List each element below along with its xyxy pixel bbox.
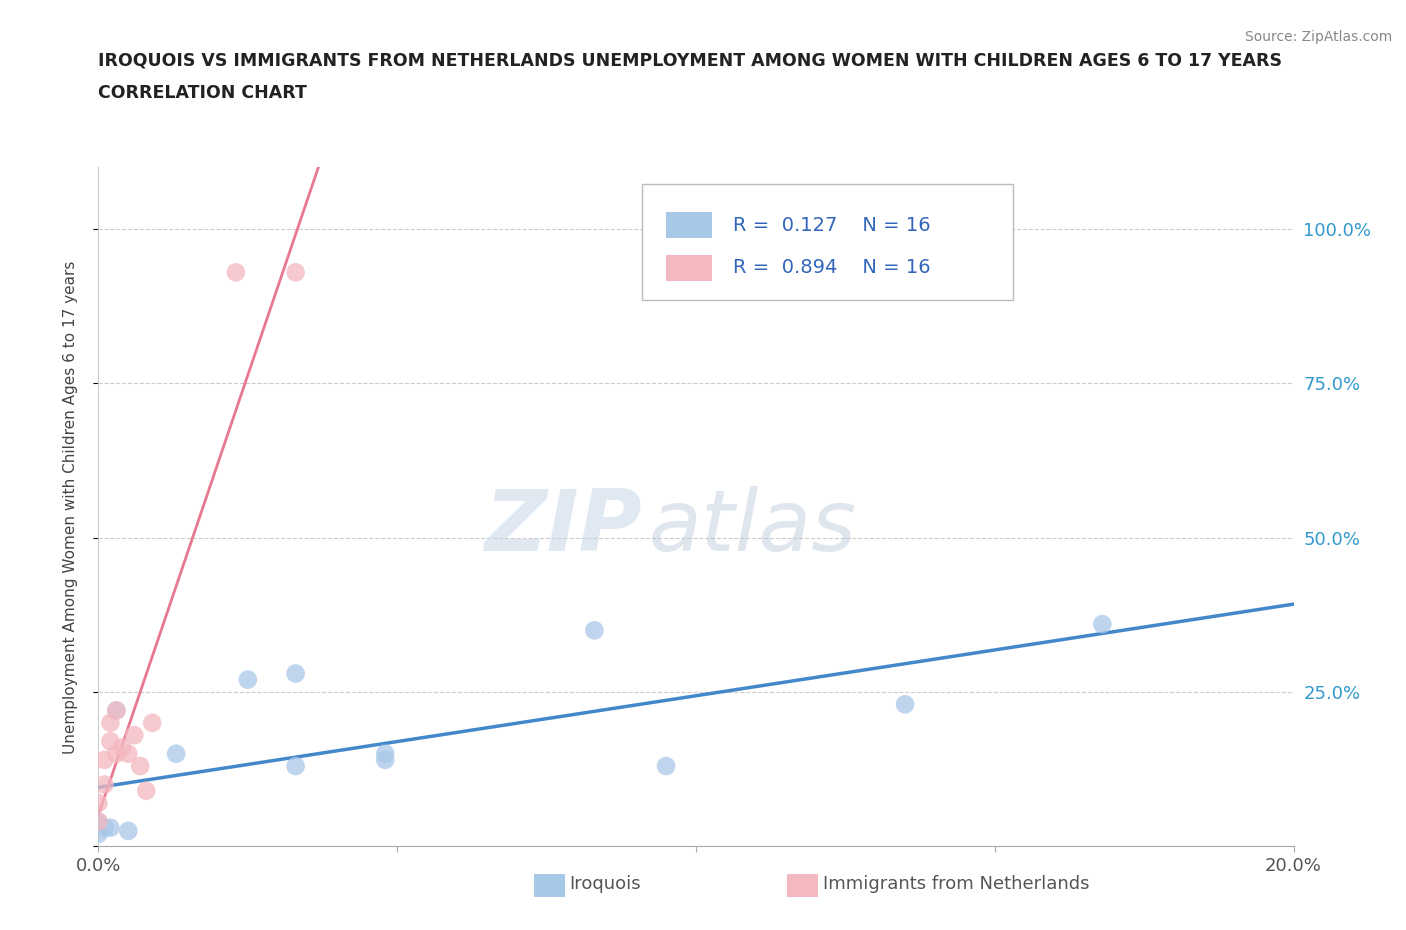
Point — [87, 814, 110, 829]
Point — [655, 759, 678, 774]
FancyBboxPatch shape — [643, 184, 1012, 299]
Point — [135, 783, 157, 798]
Point — [284, 666, 307, 681]
Point — [583, 623, 606, 638]
Point — [100, 820, 122, 835]
Point — [100, 715, 122, 730]
Point — [894, 697, 917, 711]
Point — [93, 752, 115, 767]
FancyBboxPatch shape — [666, 212, 711, 238]
Point — [87, 814, 110, 829]
Text: Iroquois: Iroquois — [569, 874, 641, 893]
Point — [165, 746, 187, 761]
Point — [100, 734, 122, 749]
Point — [87, 827, 110, 842]
Text: R =  0.127    N = 16: R = 0.127 N = 16 — [733, 216, 931, 234]
Point — [105, 703, 128, 718]
Point — [93, 820, 115, 835]
Point — [124, 728, 146, 743]
Point — [129, 759, 152, 774]
Text: CORRELATION CHART: CORRELATION CHART — [98, 84, 308, 101]
FancyBboxPatch shape — [666, 255, 711, 281]
Text: IROQUOIS VS IMMIGRANTS FROM NETHERLANDS UNEMPLOYMENT AMONG WOMEN WITH CHILDREN A: IROQUOIS VS IMMIGRANTS FROM NETHERLANDS … — [98, 51, 1282, 69]
Point — [93, 777, 115, 792]
Point — [87, 796, 110, 811]
Point — [284, 265, 307, 280]
Text: Immigrants from Netherlands: Immigrants from Netherlands — [823, 874, 1090, 893]
Point — [117, 823, 139, 838]
Point — [141, 715, 163, 730]
Point — [225, 265, 247, 280]
Text: atlas: atlas — [648, 485, 856, 569]
Point — [117, 746, 139, 761]
Text: ZIP: ZIP — [485, 485, 643, 569]
Point — [236, 672, 259, 687]
Point — [111, 740, 134, 755]
Text: Source: ZipAtlas.com: Source: ZipAtlas.com — [1244, 30, 1392, 44]
Point — [1091, 617, 1114, 631]
Point — [105, 746, 128, 761]
Point — [374, 752, 396, 767]
Y-axis label: Unemployment Among Women with Children Ages 6 to 17 years: Unemployment Among Women with Children A… — [63, 260, 77, 753]
Text: R =  0.894    N = 16: R = 0.894 N = 16 — [733, 259, 931, 277]
Point — [105, 703, 128, 718]
Point — [284, 759, 307, 774]
Point — [374, 746, 396, 761]
